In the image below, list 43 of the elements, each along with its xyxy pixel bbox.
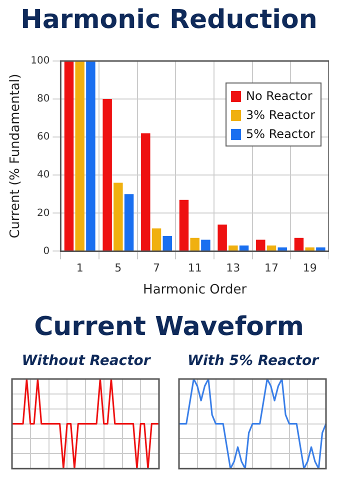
bar bbox=[190, 238, 200, 251]
x-tick-label: 5 bbox=[114, 262, 122, 275]
bar bbox=[141, 133, 150, 251]
x-axis-title: Harmonic Order bbox=[143, 282, 248, 298]
bar bbox=[228, 245, 238, 251]
x-tick-label: 7 bbox=[153, 262, 160, 275]
bar bbox=[86, 61, 96, 251]
bar bbox=[102, 99, 112, 251]
bar bbox=[256, 240, 266, 251]
bar bbox=[75, 61, 84, 251]
y-axis-title: Current (% Fundamental) bbox=[8, 74, 24, 238]
x-tick-label: 19 bbox=[302, 262, 317, 275]
chart-subtitle: Without Reactor bbox=[20, 352, 152, 371]
bar bbox=[305, 247, 314, 251]
y-tick-label: 80 bbox=[36, 94, 50, 105]
bar bbox=[64, 61, 74, 251]
x-tick-label: 13 bbox=[226, 262, 240, 275]
y-tick-label: 0 bbox=[43, 246, 50, 257]
bar bbox=[162, 236, 172, 251]
x-tick-label: 11 bbox=[188, 262, 202, 275]
legend-label: No Reactor bbox=[246, 89, 312, 104]
bar bbox=[201, 240, 210, 251]
bar bbox=[152, 228, 162, 251]
bar bbox=[179, 200, 189, 251]
legend-label: 3% Reactor bbox=[246, 108, 316, 122]
bar bbox=[266, 245, 276, 251]
bar bbox=[239, 245, 249, 251]
bar bbox=[278, 247, 287, 251]
x-tick-label: 1 bbox=[76, 262, 84, 275]
y-tick-label: 100 bbox=[30, 56, 50, 67]
bar bbox=[294, 238, 304, 251]
chart-title: Current Waveform bbox=[33, 311, 305, 343]
y-tick-label: 20 bbox=[36, 208, 50, 219]
y-tick-label: 60 bbox=[36, 132, 50, 143]
bar bbox=[114, 182, 123, 251]
bar bbox=[124, 194, 134, 251]
chart-subtitle: With 5% Reactor bbox=[186, 352, 320, 371]
x-tick-label: 17 bbox=[264, 262, 279, 275]
bar bbox=[316, 247, 326, 251]
chart-title: Harmonic Reduction bbox=[20, 4, 318, 36]
legend-label: 5% Reactor bbox=[246, 127, 316, 142]
y-tick-label: 40 bbox=[36, 170, 50, 181]
bar bbox=[218, 224, 227, 251]
